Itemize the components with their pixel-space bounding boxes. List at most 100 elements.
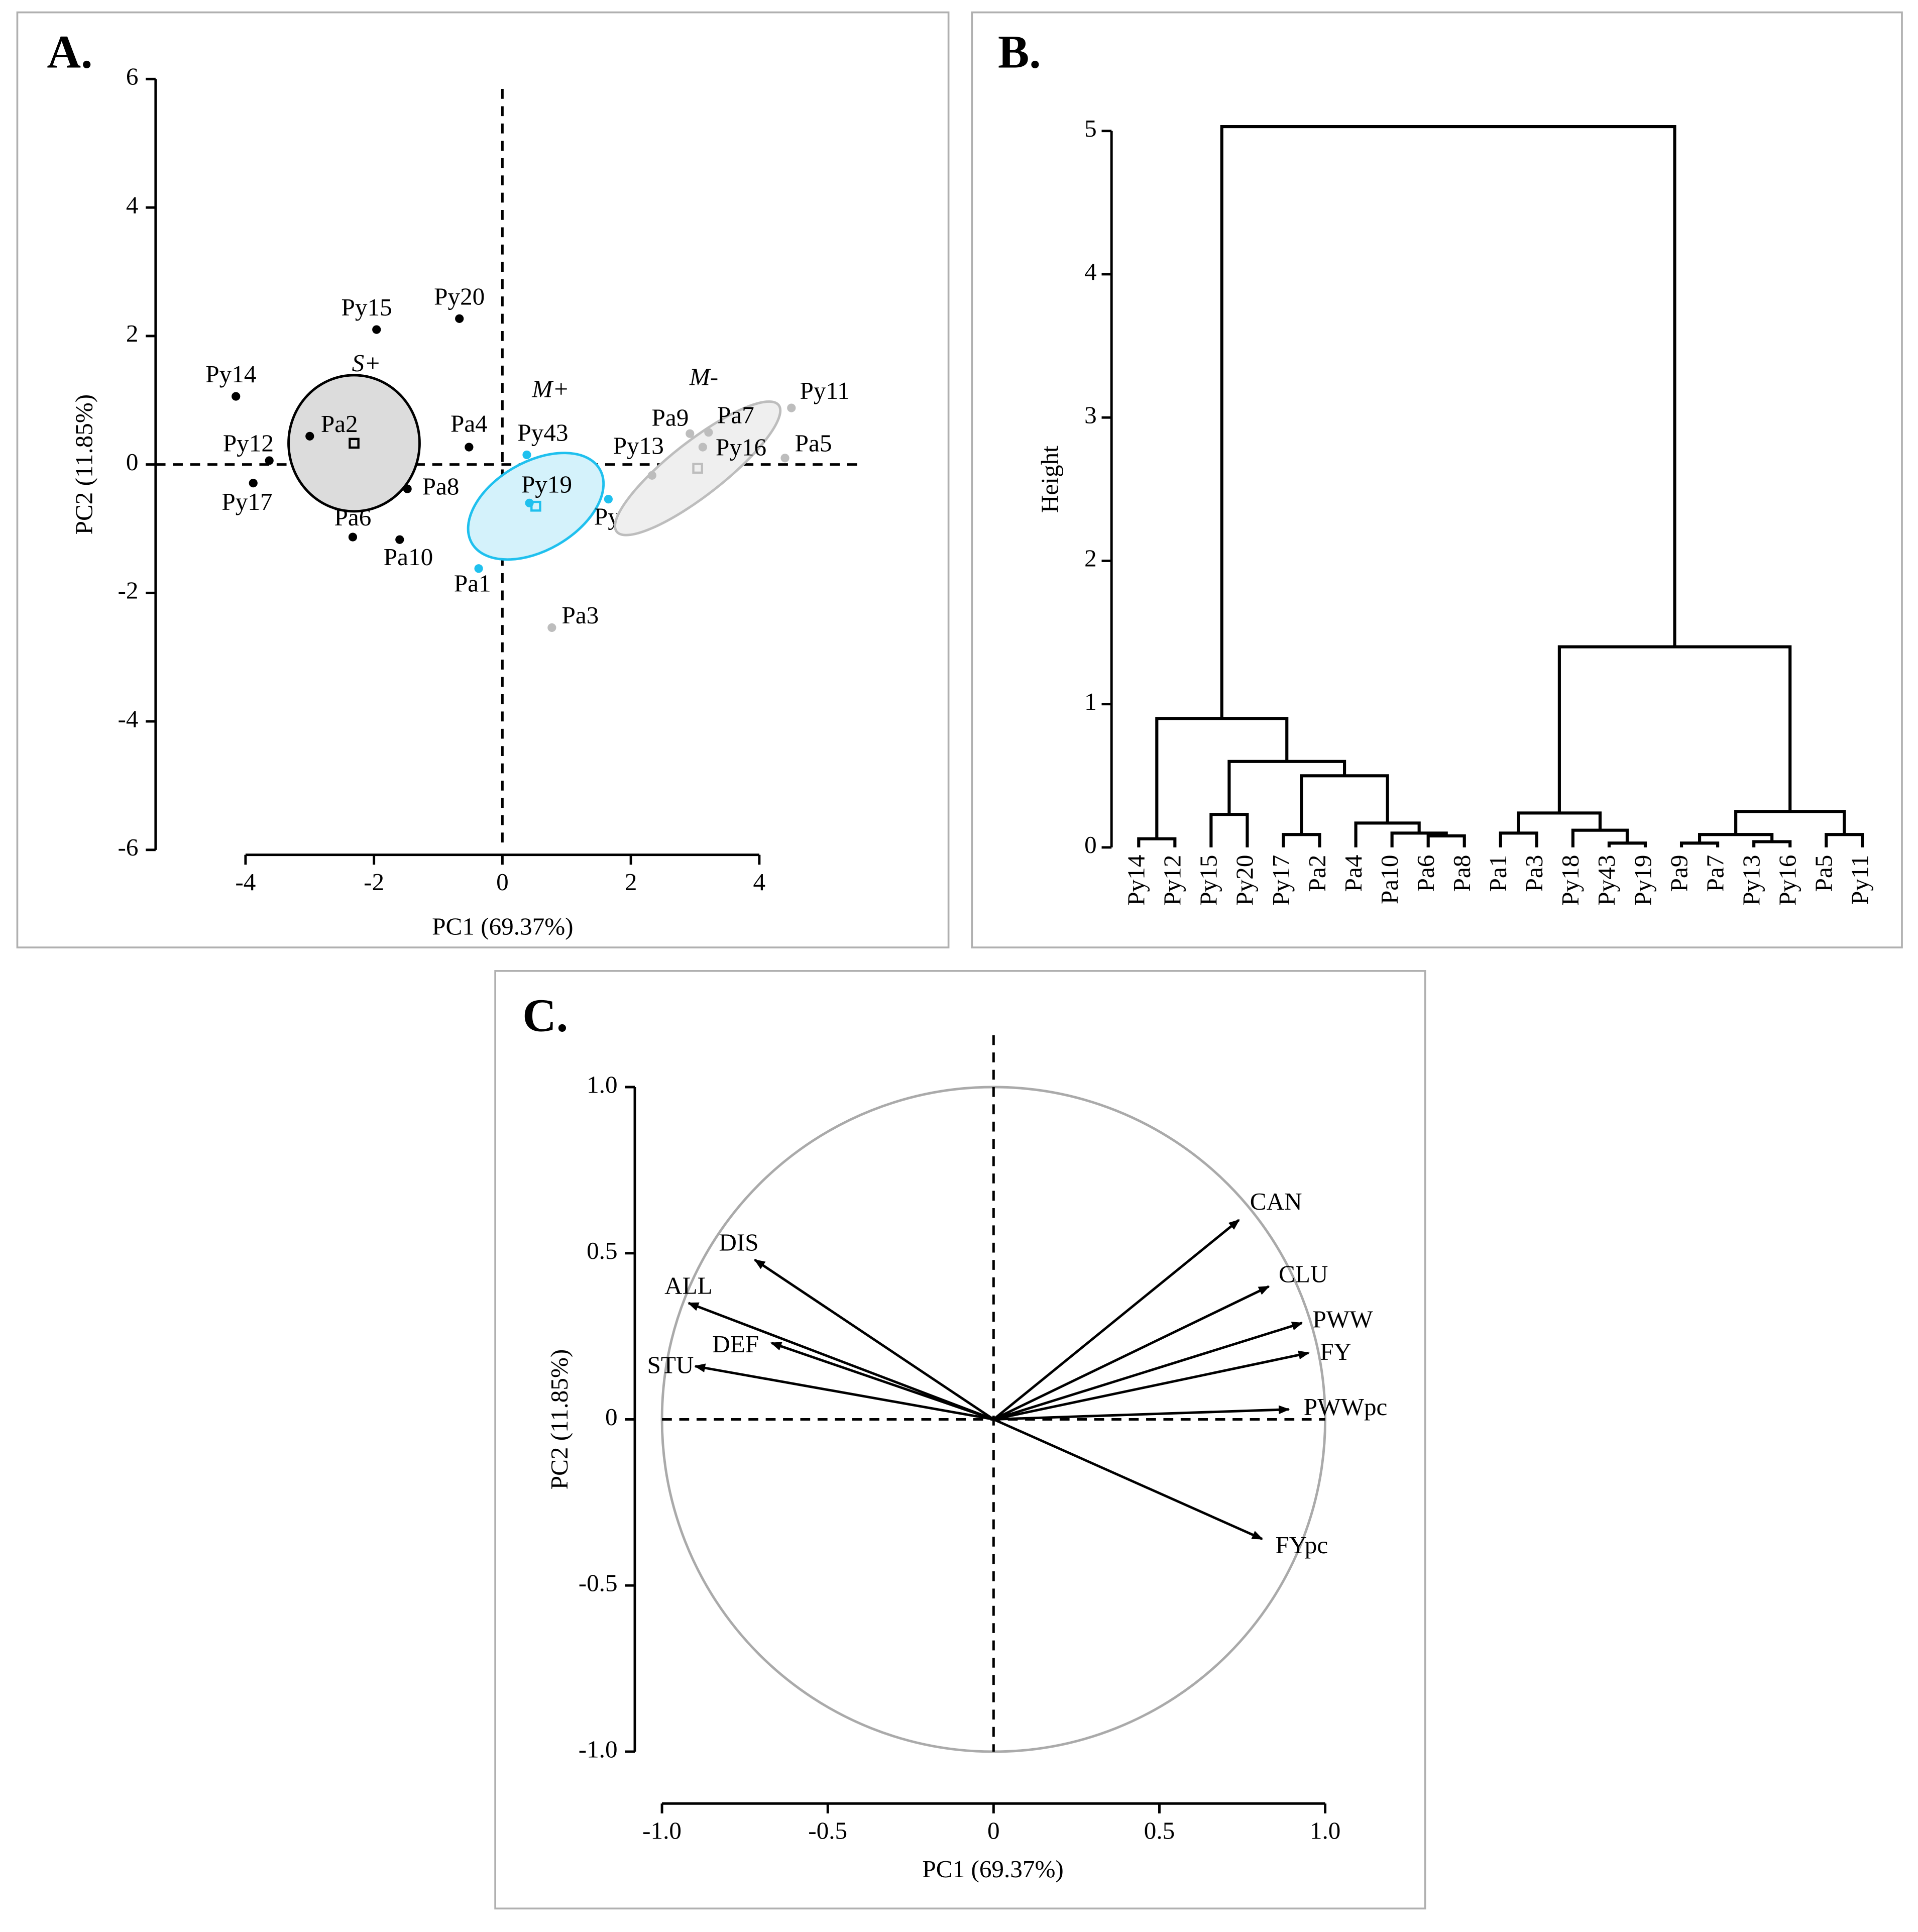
point-label: Py15 [342, 293, 392, 321]
leaf-label: Py43 [1593, 855, 1620, 906]
point [465, 443, 474, 452]
variable-label: DIS [719, 1229, 758, 1256]
y-tick-label: 0.5 [587, 1237, 617, 1264]
point [305, 432, 314, 441]
loading-arrow [694, 1363, 994, 1421]
y-tick-label: -2 [118, 577, 138, 604]
point-label: Py16 [716, 433, 766, 461]
x-tick-label: -2 [364, 868, 384, 896]
point-label: Py17 [221, 488, 272, 515]
loading-arrow [992, 1219, 1240, 1421]
leaf-label: Py15 [1195, 855, 1222, 906]
loading-arrow [993, 1405, 1290, 1421]
panel-label: C. [522, 990, 568, 1042]
leaf-label: Py20 [1231, 855, 1259, 906]
dendrogram-link [1825, 833, 1864, 847]
dendrogram-link [1282, 833, 1321, 847]
confidence-ellipse [467, 452, 605, 561]
panel-frame [494, 970, 1426, 1910]
point [249, 479, 258, 488]
y-tick-label: -6 [118, 833, 138, 861]
y-tick-label: 2 [126, 319, 139, 347]
point [780, 454, 789, 463]
point [686, 429, 695, 438]
y-tick-label: 0 [605, 1403, 618, 1431]
leaf-label: Pa1 [1484, 855, 1512, 892]
loading-arrow [687, 1302, 994, 1421]
dendrogram-link [1155, 717, 1289, 839]
group-label: M+ [531, 375, 569, 402]
loading-arrow [754, 1258, 994, 1421]
x-axis-title: PC1 (69.37%) [922, 1855, 1063, 1883]
leaf-label: Pa2 [1303, 855, 1331, 892]
dendrogram-link [1752, 840, 1792, 847]
leaf-label: Pa9 [1665, 855, 1693, 892]
dendrogram-link [1137, 837, 1177, 847]
dendrogram-link [1227, 760, 1346, 815]
y-tick-label: 3 [1084, 401, 1097, 428]
dendrogram-link [1557, 645, 1792, 813]
confidence-ellipse [287, 374, 421, 513]
point [265, 456, 274, 465]
point [547, 623, 556, 632]
dendrogram-link [1354, 821, 1421, 847]
point [348, 532, 358, 542]
y-tick-label: 0 [126, 448, 139, 476]
point-label: Pa9 [652, 403, 689, 431]
variable-label: FY [1320, 1338, 1351, 1365]
y-axis-title: Height [1036, 446, 1063, 513]
point-label: Pa5 [795, 430, 832, 457]
point-label: Pa1 [454, 569, 491, 597]
point-label: Py14 [205, 360, 256, 388]
point-label: Pa8 [422, 472, 460, 500]
y-tick-label: 0 [1084, 831, 1097, 858]
point-label: Py20 [434, 282, 485, 310]
variable-label: CAN [1250, 1188, 1302, 1215]
point-label: Pa3 [562, 601, 599, 629]
leaf-label: Pa6 [1412, 855, 1439, 892]
y-tick-label: -4 [118, 705, 138, 732]
point [604, 495, 613, 504]
dendrogram-link [1607, 841, 1647, 847]
point [455, 314, 464, 323]
point-label: Pa2 [321, 410, 358, 438]
leaf-label: Pa5 [1810, 855, 1838, 892]
y-tick-label: 1.0 [587, 1070, 617, 1098]
y-axis-title: PC2 (11.85%) [545, 1349, 573, 1490]
x-tick-label: 0.5 [1144, 1817, 1175, 1845]
x-tick-label: 0 [987, 1817, 1000, 1845]
centroid [349, 438, 360, 449]
loading-arrow [993, 1322, 1303, 1421]
leaf-label: Py19 [1629, 855, 1656, 906]
point [474, 564, 483, 573]
variable-label: PWW [1312, 1305, 1373, 1333]
panel-frame [16, 11, 950, 948]
dendrogram-link [1220, 125, 1676, 719]
centroid [692, 463, 703, 474]
point-label: Py13 [613, 432, 664, 460]
leaf-label: Py13 [1737, 855, 1765, 906]
y-tick-label: -0.5 [579, 1569, 618, 1597]
y-tick-label: 4 [1084, 258, 1097, 285]
leaf-label: Py12 [1159, 855, 1186, 906]
dendrogram-link [1517, 811, 1602, 833]
group-label: M- [689, 363, 718, 391]
x-tick-label: 0 [496, 868, 509, 896]
x-tick-label: -4 [235, 868, 256, 896]
variable-label: DEF [712, 1330, 759, 1358]
variable-label: ALL [664, 1272, 713, 1300]
dendrogram-link [1209, 813, 1249, 847]
loading-arrow [993, 1285, 1270, 1421]
y-tick-label: 4 [126, 191, 139, 219]
leaf-label: Py16 [1773, 855, 1801, 906]
point [522, 450, 531, 460]
x-tick-label: 2 [625, 868, 637, 896]
leaf-label: Py11 [1846, 855, 1874, 905]
y-tick-label: 1 [1084, 688, 1097, 715]
leaf-label: Py18 [1556, 855, 1584, 906]
loading-arrow [770, 1342, 994, 1421]
x-axis-title: PC1 (69.37%) [432, 913, 573, 940]
